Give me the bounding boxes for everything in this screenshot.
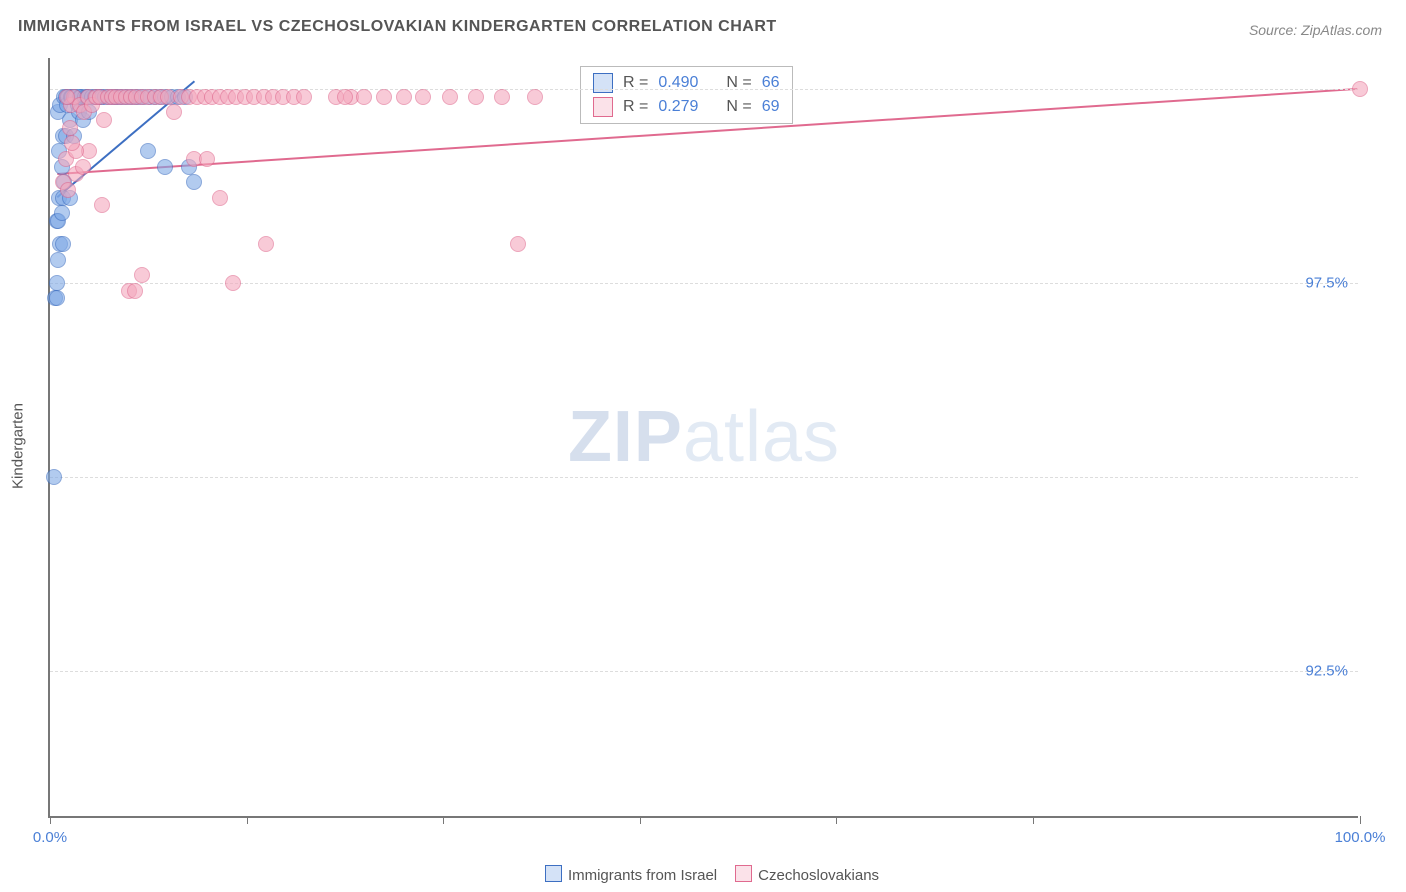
stat-row-israel: R =0.490N =66 xyxy=(581,71,792,95)
stat-row-czech: R = 0.279 N = 69 xyxy=(581,95,792,119)
gridline-h xyxy=(50,283,1358,284)
data-point-czech xyxy=(337,89,353,105)
y-axis-label: Kindergarten xyxy=(10,403,27,489)
x-tick xyxy=(247,816,248,824)
scatter-plot-area: ZIPatlas R =0.490N =66 R = 0.279 N = 69 92.5… xyxy=(48,58,1358,818)
chart-title: IMMIGRANTS FROM ISRAEL VS CZECHOSLOVAKIA… xyxy=(18,18,777,36)
data-point-czech xyxy=(166,104,182,120)
data-point-czech xyxy=(96,112,112,128)
x-tick-label: 100.0% xyxy=(1335,829,1386,846)
data-point-czech xyxy=(494,89,510,105)
x-tick xyxy=(640,816,641,824)
y-tick-label: 97.5% xyxy=(1305,274,1352,291)
legend-swatch-icon xyxy=(735,865,752,882)
data-point-czech xyxy=(376,89,392,105)
x-tick xyxy=(836,816,837,824)
data-point-czech xyxy=(225,275,241,291)
x-tick xyxy=(50,816,51,824)
correlation-stats-box: R =0.490N =66 R = 0.279 N = 69 xyxy=(580,66,793,124)
y-tick-label: 92.5% xyxy=(1305,662,1352,679)
data-point-israel xyxy=(50,252,66,268)
data-point-czech xyxy=(1352,81,1368,97)
data-point-czech xyxy=(134,267,150,283)
gridline-h xyxy=(50,477,1358,478)
data-point-israel xyxy=(140,143,156,159)
data-point-israel xyxy=(157,159,173,175)
stat-r-label: R = xyxy=(623,98,648,116)
x-tick xyxy=(1033,816,1034,824)
data-point-israel xyxy=(49,290,65,306)
trend-lines-layer xyxy=(50,58,1358,816)
data-point-czech xyxy=(212,190,228,206)
data-point-czech xyxy=(415,89,431,105)
data-point-czech xyxy=(62,120,78,136)
x-tick xyxy=(443,816,444,824)
data-point-israel xyxy=(49,275,65,291)
data-point-czech xyxy=(510,236,526,252)
source-attribution: Source: ZipAtlas.com xyxy=(1249,22,1382,38)
data-point-czech xyxy=(527,89,543,105)
data-point-czech xyxy=(127,283,143,299)
stat-swatch-icon xyxy=(593,97,613,117)
data-point-israel xyxy=(54,205,70,221)
data-point-czech xyxy=(94,197,110,213)
data-point-czech xyxy=(396,89,412,105)
stat-n-value: 69 xyxy=(762,98,780,116)
data-point-czech xyxy=(356,89,372,105)
data-point-czech xyxy=(258,236,274,252)
x-tick xyxy=(1360,816,1361,824)
data-point-czech xyxy=(60,182,76,198)
x-tick-label: 0.0% xyxy=(33,829,67,846)
legend-footer: Immigrants from Israel Czechoslovakians xyxy=(0,865,1406,884)
stat-r-value: 0.279 xyxy=(658,98,698,116)
data-point-czech xyxy=(59,89,75,105)
data-point-czech xyxy=(296,89,312,105)
data-point-czech xyxy=(75,159,91,175)
legend-label-israel: Immigrants from Israel xyxy=(568,867,717,884)
gridline-h xyxy=(50,671,1358,672)
data-point-israel xyxy=(55,236,71,252)
data-point-israel xyxy=(186,174,202,190)
data-point-czech xyxy=(442,89,458,105)
data-point-czech xyxy=(64,135,80,151)
data-point-czech xyxy=(468,89,484,105)
legend-swatch-icon xyxy=(545,865,562,882)
data-point-czech xyxy=(199,151,215,167)
stat-n-label: N = xyxy=(726,98,751,116)
legend-label-czech: Czechoslovakians xyxy=(758,867,879,884)
data-point-israel xyxy=(46,469,62,485)
watermark: ZIPatlas xyxy=(568,396,840,478)
